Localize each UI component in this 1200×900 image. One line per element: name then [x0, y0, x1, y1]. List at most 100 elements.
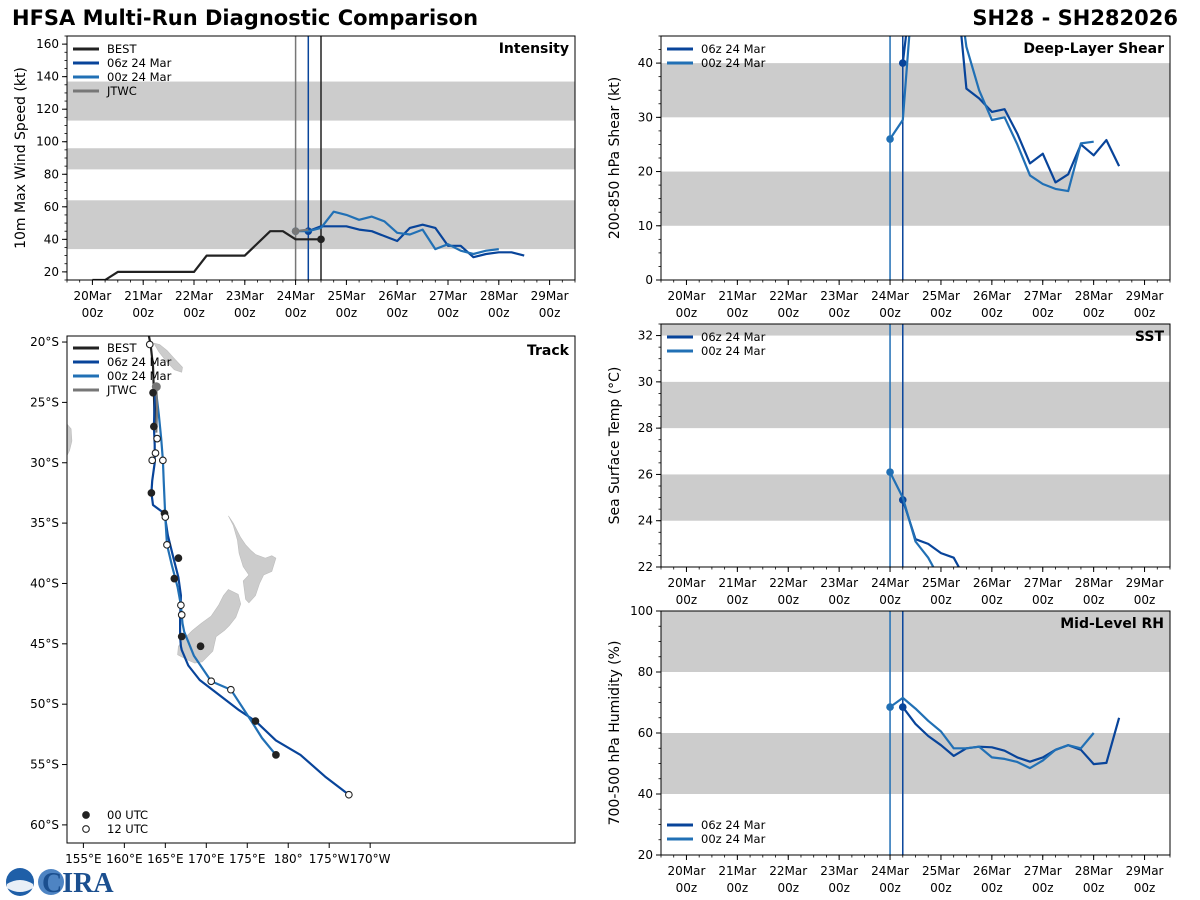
y-tick-label: 100 [36, 135, 59, 149]
series-line-run_00z [889, 696, 1095, 770]
x-tick-label-hour: 00z [930, 306, 952, 320]
y-tick-label: 50°S [30, 697, 59, 711]
x-tick-label-hour: 00z [132, 306, 154, 320]
shaded-band [661, 611, 1170, 672]
x-tick-label-date: 26Mar [973, 576, 1011, 590]
track-fix-filled [196, 642, 205, 651]
y-tick-label: 40 [638, 56, 653, 70]
x-tick-label-date: 23Mar [226, 289, 264, 303]
track-fix-open [345, 790, 353, 799]
x-tick-label-date: 24Mar [871, 289, 909, 303]
x-tick-label-hour: 00z [1032, 881, 1054, 895]
series-line-best [92, 230, 321, 280]
land-north-island [228, 515, 277, 604]
y-tick-label: 100 [630, 604, 653, 618]
x-tick-label: 170°W [350, 852, 391, 866]
y-tick-label: 80 [638, 665, 653, 679]
y-tick-label: 24 [638, 514, 653, 528]
x-tick-label-hour: 00z [1083, 593, 1105, 607]
y-tick-label: 40 [638, 787, 653, 801]
series-line-run_06z [901, 36, 1121, 184]
y-tick-label: 140 [36, 70, 59, 84]
legend-label: JTWC [106, 84, 137, 98]
y-tick-label: 20 [44, 265, 59, 279]
series-start-marker [898, 59, 907, 67]
y-tick-label: 32 [638, 329, 653, 343]
y-tick-label: 120 [36, 102, 59, 116]
x-tick-label: 175°E [229, 852, 266, 866]
x-tick-label-hour: 00z [1083, 306, 1105, 320]
track-fix-filled [170, 574, 179, 583]
x-tick-label-hour: 00z [1134, 306, 1156, 320]
x-tick-label-hour: 00z [981, 593, 1003, 607]
x-tick-label-hour: 00z [285, 306, 307, 320]
x-tick-label-date: 23Mar [820, 289, 858, 303]
x-tick-label-date: 29Mar [1126, 576, 1164, 590]
shaded-band [661, 474, 1170, 521]
x-tick-label-hour: 00z [437, 306, 459, 320]
x-tick-label-date: 26Mar [378, 289, 416, 303]
storm-id: SH28 - SH282026 [972, 6, 1178, 30]
x-tick-label-hour: 00z [828, 593, 850, 607]
x-tick-label-hour: 00z [879, 593, 901, 607]
land-new-caledonia [153, 342, 183, 373]
legend-label: 00z 24 Mar [701, 56, 766, 70]
x-tick-label-date: 26Mar [973, 289, 1011, 303]
track-fix-open [177, 610, 186, 619]
x-tick-label-hour: 00z [828, 306, 850, 320]
x-tick-label-date: 29Mar [1126, 864, 1164, 878]
x-tick-label-hour: 00z [727, 306, 749, 320]
x-tick-label-hour: 00z [539, 306, 561, 320]
panel-title: Mid-Level RH [1060, 616, 1164, 632]
x-tick-label-date: 27Mar [1024, 289, 1062, 303]
panel-title: Track [527, 343, 570, 359]
x-tick-label-date: 26Mar [973, 864, 1011, 878]
globe-icon [38, 869, 64, 895]
y-tick-label: 30 [638, 375, 653, 389]
cira-logo: CIRA [6, 868, 114, 898]
x-tick-label-hour: 00z [727, 593, 749, 607]
x-tick-label: 155°E [65, 852, 102, 866]
x-tick-label-date: 25Mar [922, 864, 960, 878]
y-tick-label: 22 [638, 560, 653, 574]
track-fix-open [148, 456, 157, 465]
track-fix-open [163, 540, 171, 549]
x-tick-label-hour: 00z [1134, 593, 1156, 607]
y-tick-label: 45°S [30, 637, 59, 651]
x-tick-label-hour: 00z [488, 306, 510, 320]
x-tick-label-date: 23Mar [820, 576, 858, 590]
y-tick-label: 60 [44, 200, 59, 214]
y-tick-label: 40°S [30, 576, 59, 590]
track-fix-filled [149, 388, 157, 397]
x-tick-label-hour: 00z [777, 881, 799, 895]
x-tick-label-date: 24Mar [871, 576, 909, 590]
series-start-marker [291, 227, 300, 235]
x-tick-label-hour: 00z [1134, 881, 1156, 895]
x-tick-label-date: 25Mar [327, 289, 365, 303]
x-tick-label-hour: 00z [727, 881, 749, 895]
x-tick-label: 165°E [147, 852, 184, 866]
x-tick-label-date: 21Mar [718, 864, 756, 878]
x-tick-label-hour: 00z [777, 593, 799, 607]
track-fix-open [227, 685, 235, 694]
x-tick-label-hour: 00z [930, 593, 952, 607]
marker-legend-label: 12 UTC [107, 822, 148, 836]
x-tick-label-date: 22Mar [769, 864, 807, 878]
shaded-band [661, 381, 1170, 429]
panel-track: 155°E 160°E 165°E 170°E 175°E 180° 175°W 170°W 2… [30, 335, 576, 866]
series-start-marker [898, 703, 907, 711]
x-tick-label-hour: 00z [1032, 593, 1054, 607]
x-tick-label-hour: 00z [1032, 306, 1054, 320]
x-tick-label-hour: 00z [676, 306, 698, 320]
x-tick-label-hour: 00z [82, 306, 104, 320]
x-tick-label-date: 27Mar [1024, 576, 1062, 590]
x-tick-label-date: 25Mar [922, 576, 960, 590]
track-fix-open [151, 449, 160, 457]
y-tick-label: 28 [638, 421, 653, 435]
x-tick-label-hour: 00z [1083, 881, 1105, 895]
track-fix-open [207, 677, 216, 686]
track-fix-filled [272, 751, 280, 759]
